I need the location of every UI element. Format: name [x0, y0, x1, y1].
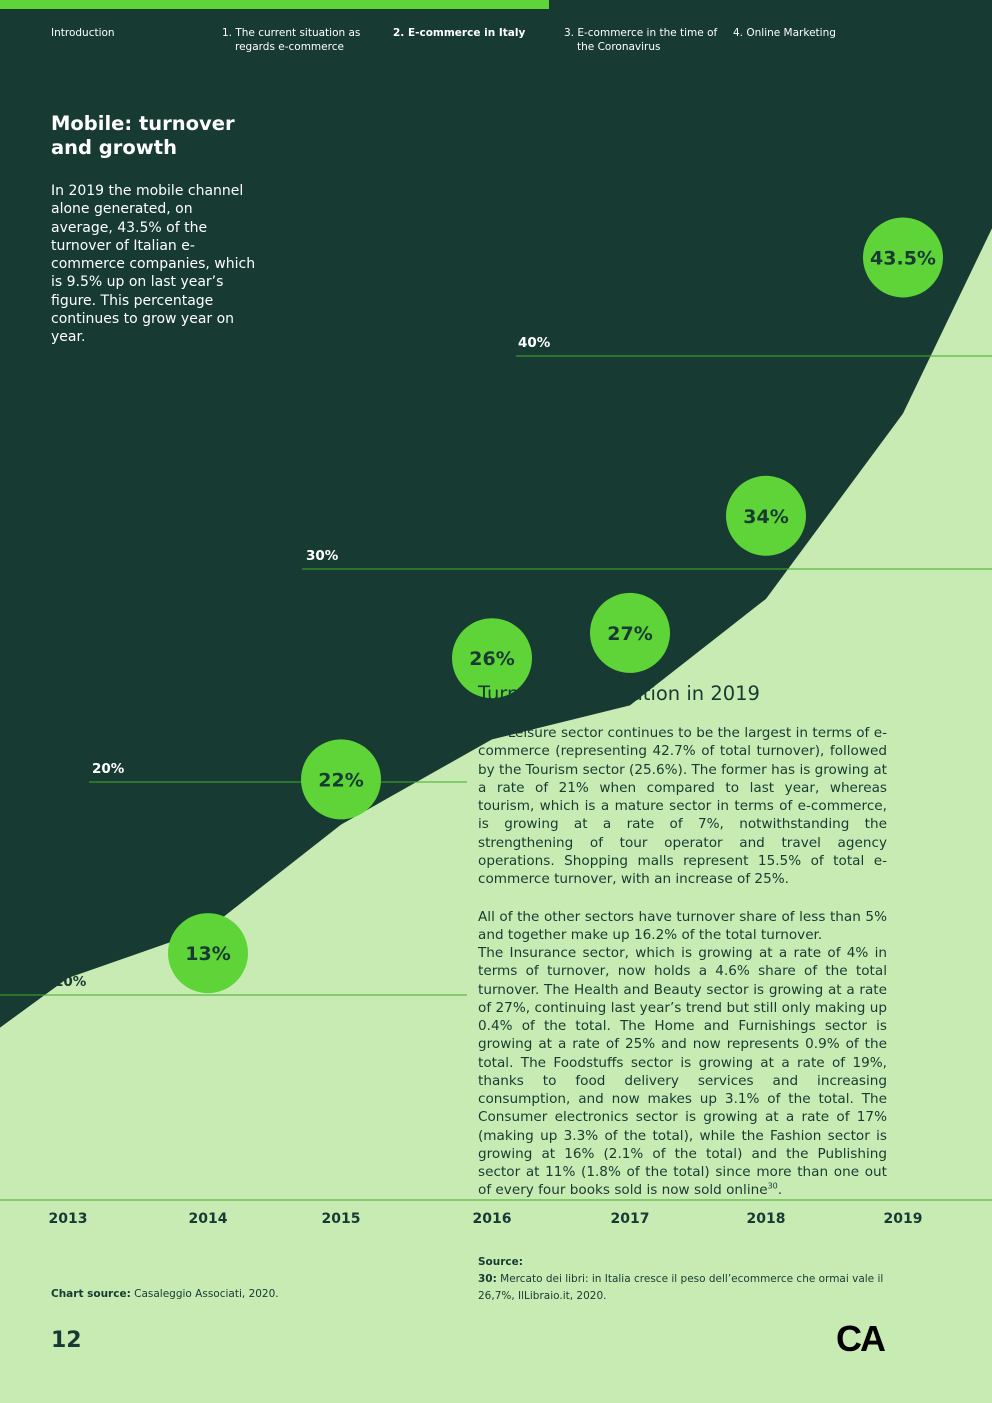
gridline-label: 40%	[518, 335, 551, 351]
ca-logo: CA	[836, 1318, 886, 1359]
data-label: 13%	[185, 943, 230, 965]
data-label: 43.5%	[870, 247, 936, 269]
data-point-bubble	[590, 592, 670, 673]
data-label: 34%	[743, 506, 788, 528]
chart-area-dark-region	[0, 0, 992, 1028]
nav-item-introduction[interactable]: Introduction	[51, 26, 115, 40]
x-tick-label: 2016	[472, 1211, 512, 1227]
nav-item-label: 1. The current situation as	[222, 27, 361, 39]
nav-item-ecommerce-italy[interactable]: 2. E-commerce in Italy	[393, 26, 525, 40]
chart-data-bubbles: 13% 22% 26% 27% 34% 43.5%	[168, 217, 943, 994]
data-point-2014: 13%	[168, 913, 248, 994]
data-point-2019: 43.5%	[863, 217, 943, 298]
intro-paragraph: In 2019 the mobile channel alone generat…	[51, 183, 256, 346]
data-point-bubble	[726, 475, 806, 556]
data-label: 22%	[318, 769, 363, 791]
nav-item-label: 3. E-commerce in the time of	[564, 27, 718, 39]
data-label: 27%	[607, 623, 652, 645]
footnote-ref[interactable]: 30	[767, 1181, 778, 1191]
body-paragraph-1: The Leisure sector continues to be the l…	[478, 725, 887, 887]
nav-item-coronavirus[interactable]: 3. E-commerce in the time of the Coronav…	[564, 26, 717, 54]
nav-item-current-situation[interactable]: 1. The current situation as regards e-co…	[222, 26, 360, 54]
chart-source-label: Chart source:	[51, 1288, 131, 1300]
section-title: Turnover distribution in 2019	[478, 682, 760, 705]
x-tick-label: 2013	[48, 1211, 88, 1227]
x-tick-label: 2015	[321, 1211, 361, 1227]
body-paragraph-3-text: The Insurance sector, which is growing a…	[478, 945, 887, 1199]
body-paragraph-3-end: .	[777, 1182, 783, 1199]
data-label: 26%	[469, 648, 514, 670]
data-point-2015: 22%	[301, 739, 381, 820]
chart-source: Chart source: Casaleggio Associati, 2020…	[51, 1288, 279, 1300]
source-label: Source:	[478, 1256, 523, 1268]
reading-progress-bar	[0, 0, 549, 9]
body-paragraph-2: All of the other sectors have turnover s…	[478, 909, 887, 944]
x-tick-label: 2019	[883, 1211, 923, 1227]
body-paragraph-3: The Insurance sector, which is growing a…	[478, 944, 887, 1200]
gridline-label: 20%	[92, 761, 125, 777]
data-point-bubble	[168, 913, 248, 994]
nav-item-label: 4. Online Marketing	[733, 27, 836, 39]
page-number: 12	[51, 1328, 82, 1353]
nav-item-label-line2: the Coronavirus	[577, 41, 661, 53]
data-point-2016: 26%	[452, 618, 532, 699]
nav-item-online-marketing[interactable]: 4. Online Marketing	[733, 26, 836, 40]
data-point-2017: 27%	[590, 592, 670, 673]
source-text: Mercato dei libri: in Italia cresce il p…	[478, 1273, 884, 1302]
source-notes: Source: 30: Mercato dei libri: in Italia…	[478, 1254, 890, 1305]
nav-item-label-line2: regards e-commerce	[235, 41, 344, 53]
data-point-bubble	[452, 618, 532, 699]
x-tick-label: 2018	[746, 1211, 786, 1227]
nav-item-label: Introduction	[51, 27, 115, 39]
chart-source-text: Casaleggio Associati, 2020.	[134, 1288, 279, 1300]
source-ref: 30:	[478, 1273, 497, 1285]
gridline-label: 30%	[306, 548, 339, 564]
page-title: Mobile: turnover and growth	[51, 112, 235, 159]
data-point-2018: 34%	[726, 475, 806, 556]
gridline-label: 10%	[54, 974, 87, 990]
x-tick-label: 2017	[610, 1211, 650, 1227]
chart-gridlines: 10% 20% 30% 40%	[0, 335, 992, 996]
x-tick-label: 2014	[188, 1211, 228, 1227]
nav-item-label: 2. E-commerce in Italy	[393, 27, 526, 39]
data-point-bubble	[863, 217, 943, 298]
data-point-bubble	[301, 739, 381, 820]
